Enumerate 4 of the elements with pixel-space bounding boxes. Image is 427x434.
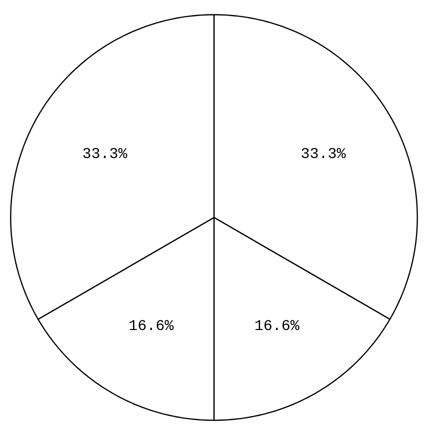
data-label: 33.3% <box>82 146 128 164</box>
data-label: 33.3% <box>300 146 347 164</box>
data-label: 16.6% <box>254 318 300 335</box>
data-label: 16.6% <box>128 318 175 335</box>
